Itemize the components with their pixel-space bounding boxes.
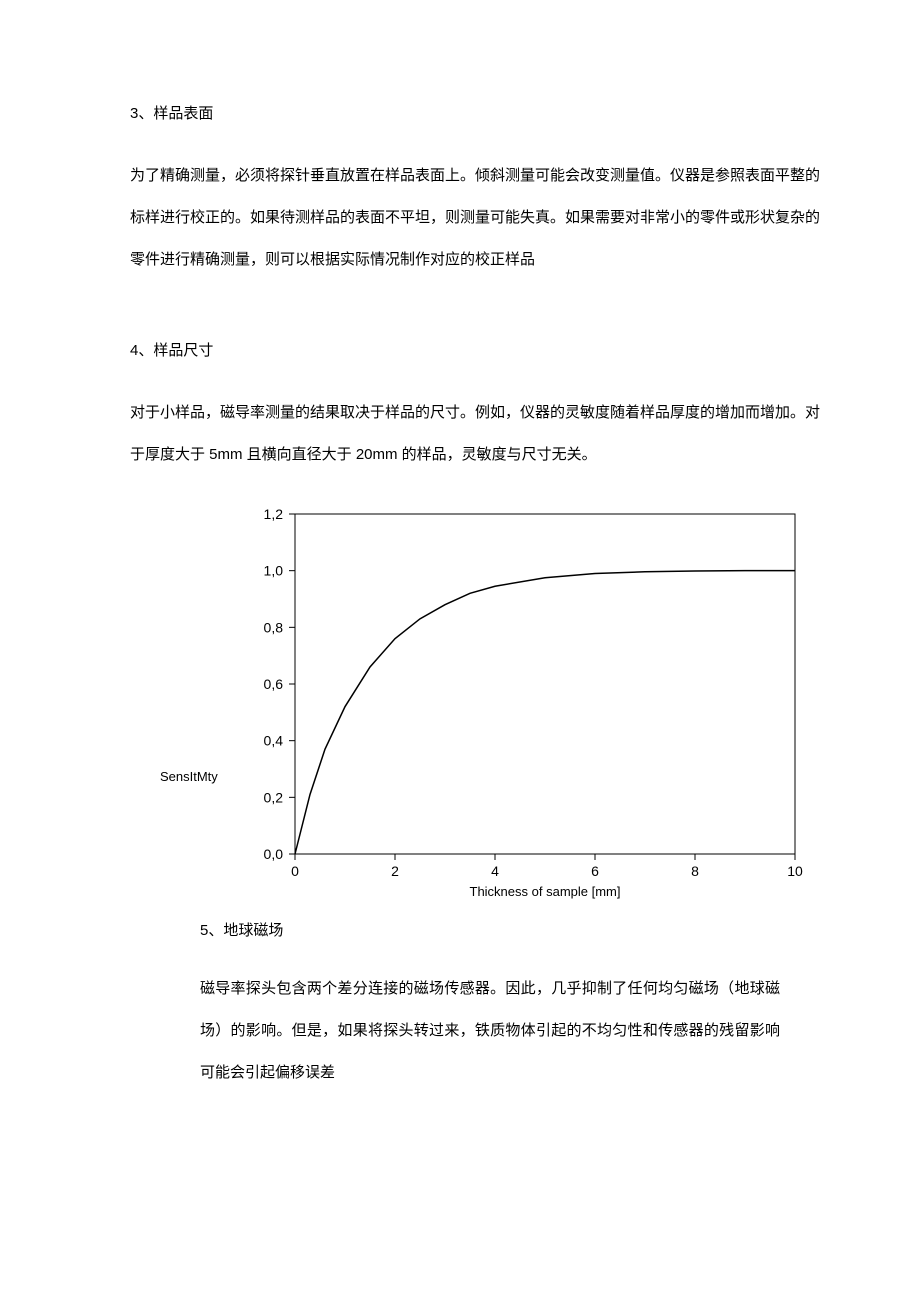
svg-text:2: 2 — [391, 863, 399, 879]
section-5-title: 5、地球磁场 — [200, 919, 820, 940]
section-3-body: 为了精确测量，必须将探针垂直放置在样品表面上。倾斜测量可能会改变测量值。仪器是参… — [130, 155, 820, 281]
svg-text:0: 0 — [291, 863, 299, 879]
svg-text:0,4: 0,4 — [264, 733, 284, 749]
svg-text:0,8: 0,8 — [264, 619, 284, 635]
svg-text:0,0: 0,0 — [264, 846, 284, 862]
sensitivity-chart: SensItMty 0,0 0,2 0,4 0,6 0,8 1,0 1,2 0 2 4 6 8 10 Th… — [130, 504, 820, 899]
svg-text:6: 6 — [591, 863, 599, 879]
chart-svg: 0,0 0,2 0,4 0,6 0,8 1,0 1,2 0 2 4 6 8 10 Thickness of… — [240, 504, 805, 899]
chart-ylabel: SensItMty — [160, 769, 218, 784]
svg-text:10: 10 — [787, 863, 803, 879]
section-4-title: 4、样品尺寸 — [130, 337, 820, 364]
svg-text:0,6: 0,6 — [264, 676, 284, 692]
svg-text:8: 8 — [691, 863, 699, 879]
section-5-body: 磁导率探头包含两个差分连接的磁场传感器。因此，几乎抑制了任何均匀磁场（地球磁场）… — [200, 968, 780, 1094]
svg-text:1,2: 1,2 — [264, 506, 284, 522]
svg-text:1,0: 1,0 — [264, 563, 284, 579]
section-3-title: 3、样品表面 — [130, 100, 820, 127]
svg-text:0,2: 0,2 — [264, 789, 284, 805]
svg-text:Thickness of sample [mm]: Thickness of sample [mm] — [470, 884, 621, 899]
svg-text:4: 4 — [491, 863, 499, 879]
section-4-body: 对于小样品，磁导率测量的结果取决于样品的尺寸。例如，仪器的灵敏度随着样品厚度的增… — [130, 392, 820, 476]
